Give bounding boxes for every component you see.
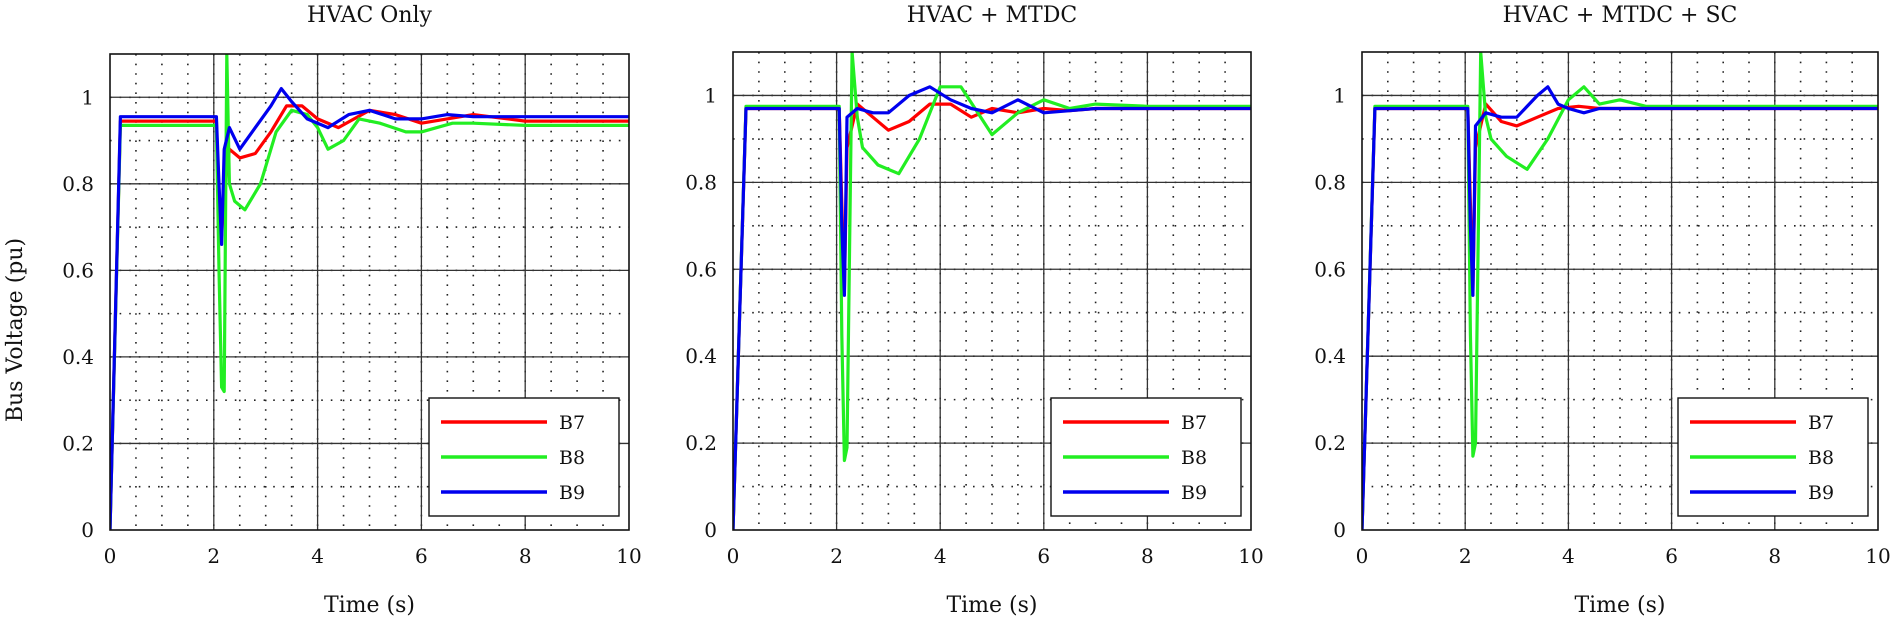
legend: B7 B8 B9 bbox=[428, 397, 620, 517]
y-tick-label: 0.4 bbox=[62, 345, 94, 369]
x-tick-label: 8 bbox=[1768, 544, 1781, 568]
x-tick-label: 2 bbox=[207, 544, 220, 568]
legend: B7 B8 B9 bbox=[1050, 397, 1242, 517]
series-lines bbox=[733, 52, 1251, 530]
chart-panel-1: HVAC Only 0 2 4 6 8 10 0 0.2 0.4 0.6 0.8 1 Time (s) B7… bbox=[62, 3, 642, 618]
x-tick-label: 2 bbox=[830, 544, 843, 568]
x-tick-label: 10 bbox=[1865, 544, 1890, 568]
x-axis-label: Time (s) bbox=[324, 593, 415, 618]
x-tick-label: 6 bbox=[1037, 544, 1050, 568]
y-tick-label: 0.6 bbox=[685, 257, 717, 281]
x-tick-label: 0 bbox=[727, 544, 740, 568]
series-line-b8 bbox=[110, 54, 629, 530]
y-tick-label: 0.6 bbox=[1314, 257, 1346, 281]
y-tick-label: 0 bbox=[704, 518, 717, 542]
legend-label-b7: B7 bbox=[559, 412, 585, 434]
x-axis-label: Time (s) bbox=[946, 593, 1037, 618]
y-tick-label: 0.8 bbox=[62, 172, 94, 196]
x-axis-label: Time (s) bbox=[1574, 593, 1665, 618]
x-tick-label: 10 bbox=[616, 544, 641, 568]
y-tick-label: 1 bbox=[81, 85, 94, 109]
axes-frame bbox=[732, 51, 1252, 531]
chart-title: HVAC + MTDC + SC bbox=[1503, 3, 1738, 28]
axes-frame bbox=[1361, 51, 1879, 531]
chart-panel-2: HVAC + MTDC 0 2 4 6 8 10 0 0.2 0.4 0.6 0.8 1 Time (s)… bbox=[685, 3, 1264, 618]
y-tick-label: 0.4 bbox=[685, 344, 717, 368]
x-tick-label: 6 bbox=[1665, 544, 1678, 568]
x-tick-label: 10 bbox=[1238, 544, 1263, 568]
axes-frame bbox=[109, 53, 630, 531]
x-tick-label: 4 bbox=[1562, 544, 1575, 568]
y-tick-label: 0.2 bbox=[685, 431, 717, 455]
x-tick-label: 8 bbox=[1141, 544, 1154, 568]
series-line-b9 bbox=[110, 86, 629, 530]
chart-title: HVAC Only bbox=[307, 3, 433, 28]
legend-label-b7: B7 bbox=[1181, 412, 1207, 434]
series-line-b8 bbox=[733, 52, 1251, 530]
y-tick-label: 0.6 bbox=[62, 258, 94, 282]
x-tick-label: 6 bbox=[415, 544, 428, 568]
legend-label-b7: B7 bbox=[1808, 412, 1834, 434]
y-tick-label: 0.2 bbox=[1314, 431, 1346, 455]
x-tick-label: 0 bbox=[104, 544, 117, 568]
legend-label-b9: B9 bbox=[1181, 482, 1207, 504]
x-tick-label: 8 bbox=[519, 544, 532, 568]
legend-label-b8: B8 bbox=[559, 447, 585, 469]
series-lines bbox=[110, 54, 629, 530]
y-axis-label: Bus Voltage (pu) bbox=[3, 238, 28, 422]
x-tick-label: 4 bbox=[311, 544, 324, 568]
legend-label-b8: B8 bbox=[1181, 447, 1207, 469]
series-line-b8 bbox=[1362, 52, 1878, 530]
legend-label-b8: B8 bbox=[1808, 447, 1834, 469]
chart-panel-3: HVAC + MTDC + SC 0 2 4 6 8 10 0 0.2 0.4 0.6 0.8 1 Tim… bbox=[1314, 3, 1891, 618]
series-line-b9 bbox=[1362, 85, 1878, 530]
legend-label-b9: B9 bbox=[1808, 482, 1834, 504]
legend: B7 B8 B9 bbox=[1677, 397, 1869, 517]
y-tick-label: 0.4 bbox=[1314, 344, 1346, 368]
y-tick-label: 0 bbox=[1333, 518, 1346, 542]
chart-title: HVAC + MTDC bbox=[907, 3, 1077, 28]
y-tick-label: 1 bbox=[704, 83, 717, 107]
y-tick-label: 0 bbox=[81, 518, 94, 542]
y-tick-label: 0.8 bbox=[685, 170, 717, 194]
series-line-b9 bbox=[733, 85, 1251, 530]
x-tick-label: 4 bbox=[934, 544, 947, 568]
x-tick-label: 0 bbox=[1356, 544, 1369, 568]
y-tick-label: 0.8 bbox=[1314, 170, 1346, 194]
y-tick-label: 1 bbox=[1333, 83, 1346, 107]
series-lines bbox=[1362, 52, 1878, 530]
legend-label-b9: B9 bbox=[559, 482, 585, 504]
y-tick-label: 0.2 bbox=[62, 431, 94, 455]
x-tick-label: 2 bbox=[1459, 544, 1472, 568]
